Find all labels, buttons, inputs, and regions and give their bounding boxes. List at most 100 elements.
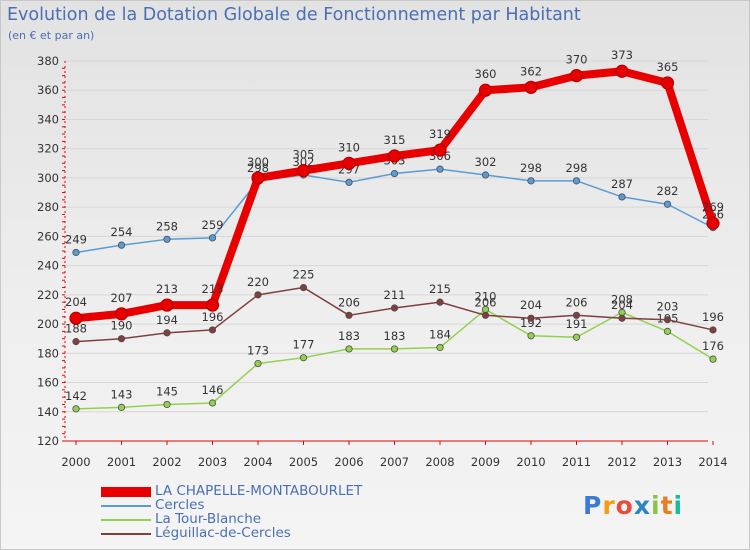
data-label-l-guillac-de-cercles: 211	[384, 288, 406, 302]
data-point-la-chapelle-montabourlet	[114, 307, 129, 321]
data-label-l-guillac-de-cercles: 225	[293, 268, 315, 282]
data-point-la-tour-blanche	[72, 405, 80, 413]
data-point-la-chapelle-montabourlet	[251, 171, 265, 185]
data-point-cercles	[208, 234, 217, 242]
data-label-l-guillac-de-cercles: 204	[611, 298, 633, 312]
data-label-la-chapelle-montabourlet: 319	[429, 127, 451, 141]
data-point-la-chapelle-montabourlet	[205, 298, 220, 312]
data-point-l-guillac-de-cercles	[572, 311, 581, 319]
proxiti-logo: Proxiti	[583, 491, 684, 520]
x-tick-label: 2012	[607, 455, 636, 469]
data-label-la-tour-blanche: 192	[520, 316, 542, 330]
data-label-la-tour-blanche: 142	[65, 389, 87, 403]
data-point-la-tour-blanche	[527, 332, 535, 340]
data-point-l-guillac-de-cercles	[254, 291, 262, 299]
data-label-l-guillac-de-cercles: 206	[566, 295, 588, 309]
y-tick-label: 280	[37, 200, 59, 214]
data-label-cercles: 287	[611, 177, 633, 191]
legend-label: Léguillac-de-Cercles	[155, 525, 291, 541]
data-point-la-chapelle-montabourlet	[69, 311, 83, 325]
data-point-cercles	[481, 171, 490, 179]
data-label-la-tour-blanche: 177	[293, 338, 315, 352]
data-label-cercles: 282	[657, 184, 679, 198]
x-tick-label: 2002	[152, 455, 181, 469]
data-label-l-guillac-de-cercles: 206	[338, 295, 360, 309]
y-tick-label: 320	[37, 142, 59, 156]
x-tick-label: 2011	[562, 455, 591, 469]
data-label-la-tour-blanche: 143	[111, 387, 133, 401]
data-point-la-chapelle-montabourlet	[387, 149, 402, 163]
data-label-la-chapelle-montabourlet: 362	[520, 64, 542, 78]
data-label-la-chapelle-montabourlet: 204	[65, 295, 87, 309]
data-point-la-tour-blanche	[299, 354, 308, 362]
data-point-l-guillac-de-cercles	[390, 304, 399, 312]
data-label-la-tour-blanche: 146	[202, 383, 224, 397]
data-point-la-tour-blanche	[163, 400, 171, 409]
data-label-l-guillac-de-cercles: 194	[156, 313, 178, 327]
data-label-la-tour-blanche: 176	[702, 339, 724, 353]
data-point-la-tour-blanche	[208, 399, 217, 407]
data-label-l-guillac-de-cercles: 203	[657, 300, 679, 314]
y-tick-label: 160	[37, 376, 59, 390]
data-point-l-guillac-de-cercles	[117, 335, 126, 343]
y-tick-label: 180	[37, 346, 59, 360]
data-label-cercles: 302	[475, 155, 497, 169]
x-tick-label: 2004	[243, 455, 272, 469]
legend-label: Cercles	[155, 497, 205, 513]
data-label-la-chapelle-montabourlet: 365	[657, 60, 679, 74]
data-label-cercles: 254	[111, 225, 133, 239]
data-point-la-chapelle-montabourlet	[296, 164, 311, 178]
data-label-cercles: 298	[566, 161, 588, 175]
data-point-cercles	[390, 169, 399, 178]
data-point-cercles	[436, 165, 444, 173]
data-point-la-tour-blanche	[709, 355, 717, 363]
data-point-l-guillac-de-cercles	[436, 298, 444, 306]
data-point-la-tour-blanche	[254, 359, 262, 368]
data-point-la-tour-blanche	[663, 327, 672, 335]
legend-swatch	[101, 533, 151, 535]
data-label-cercles: 249	[65, 232, 87, 246]
data-label-la-tour-blanche: 173	[247, 344, 269, 358]
data-label-la-chapelle-montabourlet: 213	[156, 282, 178, 296]
x-tick-label: 2013	[653, 455, 682, 469]
data-point-l-guillac-de-cercles	[709, 326, 717, 334]
data-point-l-guillac-de-cercles	[163, 329, 171, 337]
data-point-l-guillac-de-cercles	[208, 326, 217, 334]
data-point-la-chapelle-montabourlet	[615, 64, 629, 78]
data-point-la-tour-blanche	[572, 333, 581, 341]
data-point-cercles	[117, 241, 126, 249]
data-point-cercles	[618, 193, 626, 201]
y-tick-label: 200	[37, 317, 59, 331]
data-label-la-chapelle-montabourlet: 310	[338, 140, 360, 154]
data-label-l-guillac-de-cercles: 206	[475, 295, 497, 309]
y-tick-label: 380	[37, 54, 59, 68]
data-label-la-chapelle-montabourlet: 315	[384, 133, 406, 147]
data-point-l-guillac-de-cercles	[527, 314, 535, 322]
data-label-cercles: 258	[156, 219, 178, 233]
legend-label: La Tour-Blanche	[155, 511, 262, 527]
data-point-l-guillac-de-cercles	[345, 311, 353, 319]
x-tick-label: 2001	[107, 455, 136, 469]
y-tick-label: 300	[37, 171, 59, 185]
data-label-l-guillac-de-cercles: 220	[247, 275, 269, 289]
data-point-la-chapelle-montabourlet	[160, 298, 174, 312]
y-tick-label: 260	[37, 229, 59, 243]
x-tick-label: 2010	[516, 455, 545, 469]
data-point-la-tour-blanche	[345, 345, 353, 353]
x-tick-label: 2014	[698, 455, 727, 469]
chart-title: Evolution de la Dotation Globale de Fonc…	[7, 5, 581, 25]
x-tick-label: 2000	[61, 455, 90, 469]
data-point-l-guillac-de-cercles	[618, 314, 626, 322]
data-point-l-guillac-de-cercles	[663, 316, 672, 324]
data-label-la-chapelle-montabourlet: 373	[611, 48, 633, 62]
data-point-la-chapelle-montabourlet	[524, 80, 538, 94]
data-point-l-guillac-de-cercles	[481, 311, 490, 319]
legend-swatch	[101, 505, 151, 507]
x-tick-label: 2008	[425, 455, 454, 469]
y-tick-label: 220	[37, 288, 59, 302]
data-point-l-guillac-de-cercles	[72, 338, 80, 346]
x-tick-label: 2005	[289, 455, 318, 469]
legend-swatch	[101, 487, 151, 497]
data-label-l-guillac-de-cercles: 196	[202, 310, 224, 324]
